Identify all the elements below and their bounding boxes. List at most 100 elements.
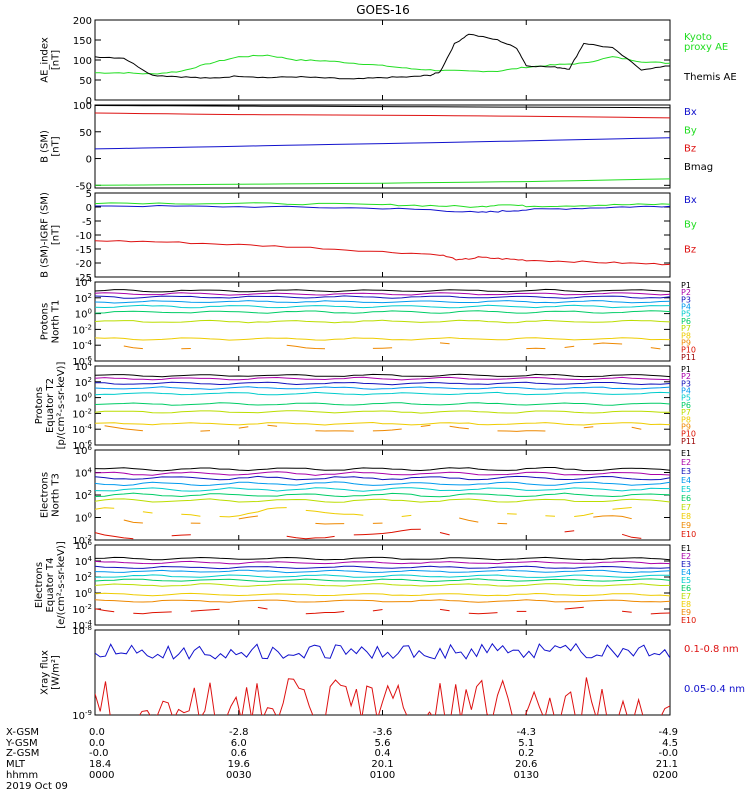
legend-entry: P9 bbox=[681, 422, 691, 431]
series-p9 bbox=[104, 425, 143, 432]
series-p5 bbox=[95, 391, 670, 396]
ephemeris-label: MLT bbox=[6, 759, 26, 770]
legend-entry: E9 bbox=[681, 521, 691, 530]
legend-entry: P4 bbox=[681, 387, 691, 396]
y-tick-label: 104 bbox=[75, 555, 93, 568]
series-e9 bbox=[459, 517, 479, 523]
legend-entry: P11 bbox=[681, 437, 696, 446]
y-axis-label: Equator T4 bbox=[45, 558, 56, 613]
series-p11 bbox=[325, 452, 354, 453]
legend-entry: E7 bbox=[681, 592, 691, 601]
ephemeris-value: 0.6 bbox=[231, 748, 247, 759]
series-e9 bbox=[123, 519, 143, 524]
series-p10 bbox=[133, 451, 152, 452]
series-0-1-0-8-nm bbox=[95, 677, 670, 715]
ephemeris-value: -0.0 bbox=[658, 748, 678, 759]
ephemeris-value: -0.0 bbox=[89, 748, 109, 759]
y-tick-label: 10-6 bbox=[72, 439, 92, 452]
plot-area bbox=[95, 288, 670, 370]
legend-entry: P2 bbox=[681, 288, 691, 297]
series-p10 bbox=[632, 451, 670, 452]
plot-area bbox=[95, 105, 670, 186]
series-e5 bbox=[95, 487, 670, 492]
legend-entry: E2 bbox=[681, 458, 691, 467]
y-tick-label: 150 bbox=[73, 36, 92, 47]
series-p10 bbox=[660, 367, 670, 368]
y-axis-label: B (SM)-IGRF (SM) bbox=[40, 192, 51, 278]
legend-entry: P9 bbox=[681, 338, 691, 347]
series-p10 bbox=[306, 451, 316, 452]
series-e8 bbox=[612, 507, 632, 510]
y-tick-label: 102 bbox=[75, 489, 92, 502]
ephemeris-value: 19.6 bbox=[228, 759, 250, 770]
legend-entry: E5 bbox=[681, 576, 691, 585]
series-e10 bbox=[622, 610, 632, 613]
plot-area bbox=[95, 467, 670, 540]
series-e1 bbox=[95, 556, 670, 561]
y-tick-label: 106 bbox=[75, 539, 93, 552]
legend-entry: P6 bbox=[681, 401, 691, 410]
legend-entry: Bmag bbox=[684, 162, 713, 173]
ephemeris-value: -4.3 bbox=[516, 727, 536, 738]
y-tick-label: 106 bbox=[75, 444, 93, 457]
series-e10 bbox=[286, 535, 335, 540]
ephemeris-value: 0200 bbox=[653, 770, 678, 781]
series-p9 bbox=[564, 345, 575, 348]
y-axis-label: AE_index bbox=[40, 37, 51, 83]
legend-entry: P5 bbox=[681, 394, 691, 403]
ephemeris-value: 20.6 bbox=[515, 759, 537, 770]
series-p11 bbox=[584, 367, 603, 370]
plot-area bbox=[95, 642, 670, 715]
legend-entry: P3 bbox=[681, 379, 691, 388]
series-e3 bbox=[95, 565, 670, 570]
series-e3 bbox=[95, 475, 670, 481]
legend-entry: 0.1-0.8 nm bbox=[684, 644, 739, 655]
series-p9 bbox=[593, 342, 623, 345]
series-p2 bbox=[95, 292, 670, 296]
y-tick-label: 10-4 bbox=[72, 619, 92, 632]
y-tick-label: 102 bbox=[75, 571, 92, 584]
y-tick-label: 0 bbox=[86, 96, 92, 107]
legend-entry: Kyoto bbox=[684, 32, 712, 43]
series-p9 bbox=[420, 424, 431, 427]
y-tick-label: 50 bbox=[79, 128, 92, 139]
series-p10 bbox=[200, 363, 229, 366]
y-tick-label: -15 bbox=[76, 245, 92, 256]
series-e10 bbox=[439, 532, 450, 536]
series-e1 bbox=[95, 467, 670, 472]
ephemeris-value: 0.4 bbox=[375, 748, 391, 759]
series-p6 bbox=[95, 310, 670, 314]
series-e9 bbox=[238, 515, 258, 520]
series-e8 bbox=[219, 507, 287, 518]
series-p9 bbox=[238, 426, 249, 429]
ephemeris-value: 20.1 bbox=[371, 759, 393, 770]
ephemeris-value: -3.6 bbox=[373, 727, 393, 738]
series-e2 bbox=[95, 471, 670, 476]
series-p7 bbox=[95, 319, 670, 324]
series-e9 bbox=[315, 522, 345, 525]
y-tick-label: 100 bbox=[73, 101, 92, 112]
panel-xray: 10-8 10-9 Xray flux [W/m²] 0.1-0.8 nm 0.05-0.… bbox=[40, 624, 746, 722]
ephemeris-label: 2019 Oct 09 bbox=[6, 781, 68, 792]
series-p9 bbox=[286, 344, 326, 350]
series-p3 bbox=[95, 295, 670, 299]
y-tick-label: -25 bbox=[76, 273, 92, 284]
legend-entry: E5 bbox=[681, 485, 691, 494]
series-e10 bbox=[353, 528, 421, 536]
series-e10 bbox=[133, 611, 172, 615]
series-p5 bbox=[95, 304, 670, 309]
series-p11 bbox=[335, 366, 393, 368]
series-p11 bbox=[143, 369, 153, 370]
y-tick-label: 104 bbox=[75, 467, 93, 480]
y-tick-label: 10-6 bbox=[72, 355, 92, 368]
series-p11 bbox=[411, 367, 430, 369]
series-p10 bbox=[354, 448, 383, 450]
y-tick-label: 102 bbox=[75, 292, 92, 305]
series-p9 bbox=[267, 424, 278, 427]
ephemeris-label: X-GSM bbox=[6, 727, 39, 738]
series-p10 bbox=[565, 446, 575, 447]
series-p1 bbox=[95, 288, 670, 293]
y-tick-label: 0 bbox=[86, 203, 92, 214]
series-e10 bbox=[439, 608, 450, 612]
y-axis-label: [e/(cm²-s-sr-keV)] bbox=[56, 541, 67, 629]
